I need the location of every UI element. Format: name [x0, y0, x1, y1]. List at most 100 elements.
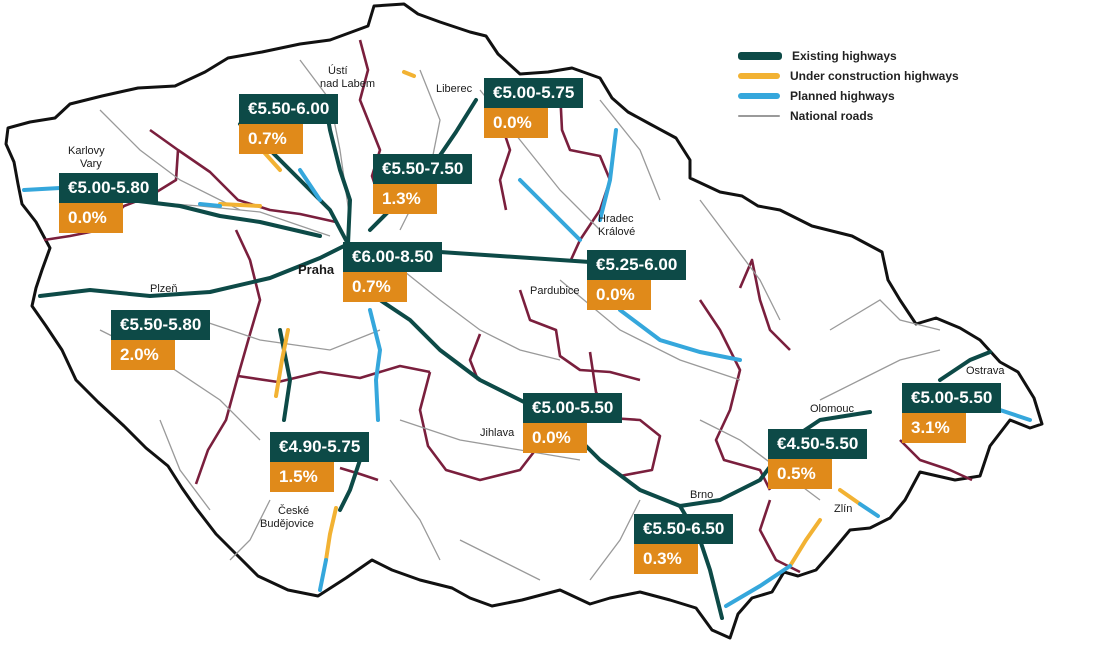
city-hradec-kralove: Hradec	[598, 213, 634, 225]
existing-highway	[378, 298, 682, 508]
city-ceske-budejovice: Budějovice	[260, 518, 314, 530]
construction-highway	[402, 70, 416, 78]
existing-highway	[938, 350, 992, 382]
region-border	[339, 466, 379, 482]
legend-item: Existing highways	[738, 46, 959, 66]
construction-highway	[838, 488, 862, 506]
national-road	[819, 349, 941, 401]
region-price: €4.50-5.50	[768, 429, 868, 459]
city-zlin: Zlín	[834, 503, 852, 515]
national-road	[389, 479, 441, 561]
national-road	[99, 109, 241, 211]
region-price: €5.50-6.50	[634, 514, 734, 544]
city-usti-nad-labem: nad Labem	[320, 78, 375, 90]
city-ostrava: Ostrava	[966, 365, 1005, 377]
legend-item: Under construction highways	[738, 66, 959, 86]
planned-highway	[518, 178, 582, 242]
construction-highway	[788, 518, 822, 568]
region-change: 3.1%	[902, 413, 966, 443]
region-border	[518, 289, 641, 382]
national-road	[199, 319, 381, 351]
region-price: €5.50-6.00	[239, 94, 339, 124]
national-road	[389, 259, 561, 361]
region-border	[194, 229, 262, 485]
city-hradec-kralove: Králové	[598, 226, 635, 238]
region-label: €5.00-5.50 3.1%	[902, 383, 1002, 443]
legend-label: Planned highways	[790, 89, 895, 103]
planned-highway	[298, 168, 322, 202]
region-change: 1.5%	[270, 462, 334, 492]
national-road-swatch-icon	[738, 115, 780, 117]
national-road	[229, 499, 271, 561]
region-label: €5.25-6.00 0.0%	[587, 250, 687, 310]
region-price: €5.50-5.80	[111, 310, 211, 340]
legend-label: National roads	[790, 109, 874, 123]
region-price: €6.00-8.50	[343, 242, 443, 272]
legend: Existing highways Under construction hig…	[738, 46, 959, 126]
city-ceske-budejovice: České	[278, 504, 309, 517]
planned-highway-swatch-icon	[738, 93, 780, 99]
region-change: 0.7%	[239, 124, 303, 154]
city-usti-nad-labem: Ústí	[328, 64, 348, 77]
city-praha: Praha	[298, 262, 335, 277]
region-price: €5.00-5.80	[59, 173, 159, 203]
region-border	[698, 299, 772, 491]
region-label: €6.00-8.50 0.7%	[343, 242, 443, 302]
region-border	[588, 351, 662, 478]
region-border	[899, 439, 973, 482]
national-road	[589, 499, 641, 581]
region-label: €5.50-6.50 0.3%	[634, 514, 734, 574]
city-brno: Brno	[690, 489, 713, 501]
planned-highway	[618, 308, 742, 362]
planned-highway	[368, 308, 383, 422]
legend-item: Planned highways	[738, 86, 959, 106]
legend-item: National roads	[738, 106, 959, 126]
city-karlovy-vary: Karlovy	[68, 145, 105, 157]
legend-label: Existing highways	[792, 49, 897, 63]
region-border	[468, 333, 482, 381]
region-change: 0.7%	[343, 272, 407, 302]
legend-label: Under construction highways	[790, 69, 959, 83]
national-road	[829, 299, 941, 331]
national-road	[599, 99, 661, 201]
region-change: 0.3%	[634, 544, 698, 574]
region-price: €5.25-6.00	[587, 250, 687, 280]
region-change: 2.0%	[111, 340, 175, 370]
region-border	[738, 258, 791, 351]
construction-highway	[218, 202, 262, 208]
region-label: €5.00-5.75 0.0%	[484, 78, 584, 138]
construction-highway	[324, 506, 338, 562]
city-jihlava: Jihlava	[480, 427, 515, 439]
city-olomouc: Olomouc	[810, 403, 855, 415]
region-change: 0.0%	[59, 203, 123, 233]
region-change: 0.0%	[484, 108, 548, 138]
region-change: 1.3%	[373, 184, 437, 214]
planned-highway	[724, 564, 792, 608]
region-change: 0.0%	[523, 423, 587, 453]
national-road	[699, 199, 781, 321]
region-label: €5.00-5.50 0.0%	[523, 393, 623, 453]
national-road	[159, 419, 211, 511]
region-label: €4.90-5.75 1.5%	[270, 432, 370, 492]
region-border	[237, 364, 431, 384]
region-border	[558, 89, 612, 263]
region-border	[418, 371, 542, 482]
existing-highway	[38, 242, 350, 298]
region-price: €5.50-7.50	[373, 154, 473, 184]
planned-highway	[858, 502, 880, 518]
region-price: €4.90-5.75	[270, 432, 370, 462]
planned-highway	[22, 186, 62, 192]
region-label: €5.50-6.00 0.7%	[239, 94, 339, 154]
region-border	[358, 39, 382, 201]
region-label: €5.00-5.80 0.0%	[59, 173, 159, 233]
construction-highway	[274, 328, 290, 398]
city-pardubice: Pardubice	[530, 285, 580, 297]
city-liberec: Liberec	[436, 83, 473, 95]
existing-highway	[128, 198, 322, 238]
region-label: €5.50-5.80 2.0%	[111, 310, 211, 370]
existing-highway-swatch-icon	[738, 52, 782, 60]
national-road	[399, 419, 581, 461]
planned-highway	[318, 558, 328, 592]
region-price: €5.00-5.50	[523, 393, 623, 423]
region-label: €4.50-5.50 0.5%	[768, 429, 868, 489]
